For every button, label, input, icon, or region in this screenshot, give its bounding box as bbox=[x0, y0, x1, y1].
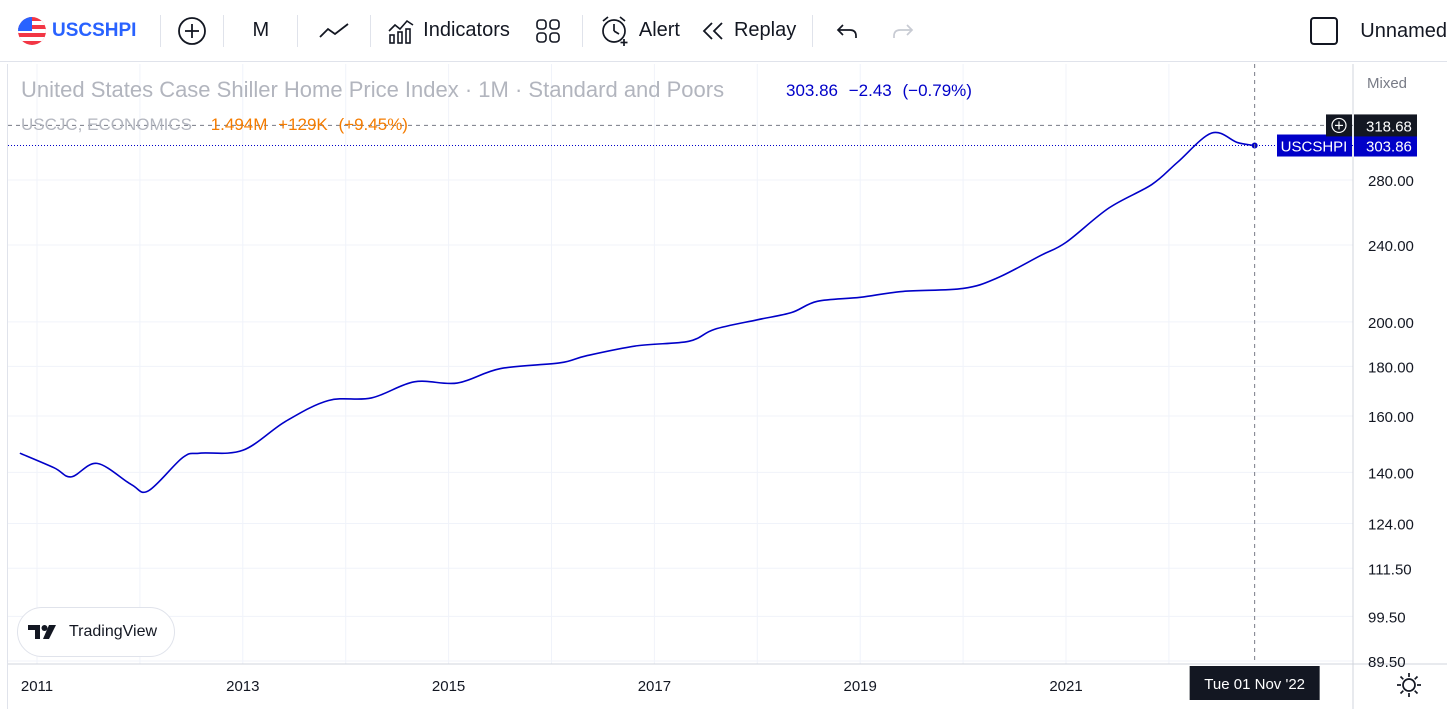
y-tick-label: 160.00 bbox=[1368, 409, 1414, 426]
crosshair-date-tag bbox=[1189, 666, 1320, 700]
compare-change-percent: (+9.45%) bbox=[338, 115, 408, 134]
undo-button[interactable] bbox=[819, 11, 875, 51]
redo-button[interactable] bbox=[875, 11, 931, 51]
toolbar-divider bbox=[370, 14, 372, 47]
chart-type-button[interactable] bbox=[304, 11, 364, 51]
last-price-value-label: 303.86 bbox=[1366, 139, 1412, 156]
y-tick-label: 99.50 bbox=[1368, 609, 1406, 626]
y-tick-label: 89.50 bbox=[1368, 654, 1406, 671]
scale-mode-label[interactable]: Mixed bbox=[1367, 75, 1408, 92]
replay-icon bbox=[702, 21, 723, 40]
y-tick-label: 280.00 bbox=[1368, 173, 1414, 190]
series-line-uscshpi bbox=[19, 131, 1255, 494]
x-tick-label: 2015 bbox=[432, 678, 465, 695]
compare-value: 1.494M bbox=[210, 115, 268, 134]
checkbox-icon[interactable] bbox=[1310, 17, 1339, 45]
x-tick-label: 2013 bbox=[226, 678, 259, 695]
crosshair-price-tag bbox=[1354, 114, 1417, 137]
crosshair-price-label: 318.68 bbox=[1366, 118, 1412, 135]
last-price-symbol-label: USCSHPI bbox=[1281, 139, 1348, 156]
layout-name[interactable]: Unnamed bbox=[1360, 19, 1447, 42]
plus-circle bbox=[1331, 117, 1347, 134]
x-tick-label: 2011 bbox=[21, 678, 53, 695]
toolbar-divider bbox=[160, 14, 162, 47]
plus-circle-icon bbox=[178, 16, 207, 45]
chart-legend-values: 303.86 −2.43 (−0.79%) bbox=[786, 81, 978, 101]
y-tick-label: 240.00 bbox=[1368, 238, 1414, 255]
legend-change: −2.43 bbox=[848, 81, 892, 100]
crosshair-date-label: Tue 01 Nov '22 bbox=[1204, 676, 1305, 693]
line-chart-icon bbox=[319, 22, 349, 38]
toolbar-divider bbox=[812, 14, 814, 47]
legend-last-value: 303.86 bbox=[786, 81, 838, 100]
overlay-layer: USCSHPI 303.86 318.68 Tue 01 Nov '22 bbox=[8, 64, 1417, 700]
indicators-label: Indicators bbox=[423, 19, 510, 41]
last-price-symbol-tag bbox=[1277, 134, 1352, 157]
tradingview-logo-icon bbox=[28, 625, 56, 639]
tradingview-badge[interactable]: TradingView bbox=[17, 607, 175, 657]
toolbar-divider bbox=[223, 14, 225, 47]
replay-button[interactable]: Replay bbox=[690, 11, 806, 51]
last-price-tag bbox=[1354, 134, 1417, 157]
top-toolbar: USCSHPI M Indicators bbox=[0, 0, 1447, 62]
compare-symbol-name: USCJC, ECONOMICS bbox=[21, 115, 192, 134]
interval-label: M bbox=[252, 19, 270, 41]
tradingview-text: TradingView bbox=[69, 623, 158, 640]
axes: 280.00 240.00 200.00 180.00 160.00 140.00 124.… bbox=[8, 64, 1447, 709]
grid bbox=[8, 64, 1353, 664]
symbol-search[interactable]: USCSHPI bbox=[0, 11, 146, 51]
compare-legend[interactable]: USCJC, ECONOMICS 1.494M +129K (+9.45%) bbox=[21, 115, 408, 135]
y-tick-label: 124.00 bbox=[1368, 516, 1414, 533]
us-flag-icon bbox=[18, 16, 46, 45]
x-tick-label: 2021 bbox=[1049, 678, 1082, 695]
y-tick-label: 140.00 bbox=[1368, 465, 1414, 482]
alert-clock-icon bbox=[602, 15, 628, 46]
settings-icon[interactable] bbox=[1396, 672, 1422, 698]
compare-button[interactable] bbox=[167, 11, 217, 51]
price-chart[interactable]: 280.00 240.00 200.00 180.00 160.00 140.00 124.… bbox=[8, 64, 1447, 709]
y-tick-label: 180.00 bbox=[1368, 359, 1414, 376]
add-alert-plus-icon[interactable] bbox=[1326, 114, 1352, 137]
redo-icon bbox=[893, 23, 914, 38]
series-layer bbox=[19, 131, 1258, 494]
toolbar-divider bbox=[297, 14, 299, 47]
layout-grid-icon bbox=[536, 18, 560, 43]
interval-button[interactable]: M bbox=[230, 11, 291, 51]
symbol-name[interactable]: USCSHPI bbox=[52, 19, 137, 41]
toolbar-divider bbox=[581, 14, 583, 47]
y-tick-label: 200.00 bbox=[1368, 315, 1414, 332]
layout-controls: Unnamed bbox=[1310, 11, 1447, 51]
chart-legend-title: United States Case Shiller Home Price In… bbox=[21, 77, 725, 102]
x-tick-label: 2019 bbox=[844, 678, 877, 695]
alert-label: Alert bbox=[638, 19, 680, 41]
layouts-button[interactable] bbox=[520, 11, 576, 51]
replay-label: Replay bbox=[733, 19, 797, 41]
indicators-button[interactable]: Indicators bbox=[377, 11, 520, 51]
alert-button[interactable]: Alert bbox=[589, 11, 690, 51]
legend-change-percent: (−0.79%) bbox=[902, 81, 972, 100]
undo-icon bbox=[837, 23, 858, 38]
compare-change: +129K bbox=[278, 115, 328, 134]
y-tick-label: 111.50 bbox=[1368, 561, 1412, 578]
chart-pane[interactable]: 280.00 240.00 200.00 180.00 160.00 140.00 124.… bbox=[7, 64, 1447, 709]
indicators-icon bbox=[388, 19, 414, 44]
x-tick-label: 2017 bbox=[638, 678, 671, 695]
